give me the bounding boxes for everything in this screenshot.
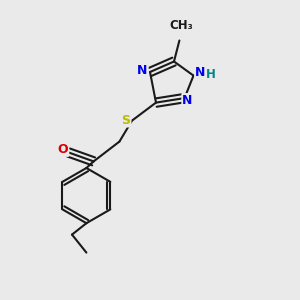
Text: O: O — [58, 143, 68, 156]
Text: CH₃: CH₃ — [169, 19, 193, 32]
Text: N: N — [137, 64, 148, 77]
Text: N: N — [182, 94, 193, 107]
Text: N: N — [195, 66, 205, 79]
Text: H: H — [206, 68, 216, 81]
Text: S: S — [122, 113, 130, 127]
